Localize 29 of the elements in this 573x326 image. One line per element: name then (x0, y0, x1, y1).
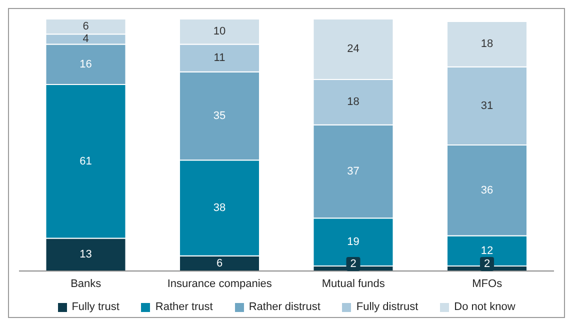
data-label: 61 (80, 155, 92, 168)
data-label: 13 (80, 248, 92, 261)
data-label: 18 (347, 96, 360, 108)
data-label: 11 (214, 52, 226, 64)
x-tick-label: MFOs (472, 278, 503, 290)
x-tick-label: Mutual funds (322, 278, 386, 290)
data-label: 18 (480, 38, 494, 50)
legend-label: Fully distrust (356, 301, 418, 313)
x-tick-label: Banks (70, 278, 102, 290)
data-label: 19 (347, 236, 360, 248)
legend-label: Do not know (454, 301, 516, 313)
data-label: 2 (350, 258, 356, 270)
data-label: 6 (216, 257, 223, 270)
data-label: 36 (480, 184, 494, 196)
data-label: 35 (213, 110, 226, 122)
data-label: 31 (480, 100, 494, 112)
data-label: 6 (82, 20, 89, 33)
data-label: 10 (213, 26, 226, 38)
data-label: 24 (347, 43, 360, 56)
data-label: 12 (480, 244, 494, 257)
data-label: 4 (82, 33, 89, 46)
legend-label: Rather trust (155, 301, 213, 313)
legend-label: Rather distrust (248, 301, 320, 313)
data-label: 38 (213, 202, 226, 214)
legend-label: Fully trust (72, 301, 120, 313)
data-label: 37 (347, 165, 360, 178)
x-tick-label: Insurance companies (167, 278, 272, 290)
data-label: 16 (80, 58, 92, 70)
data-label: 2 (484, 258, 490, 270)
